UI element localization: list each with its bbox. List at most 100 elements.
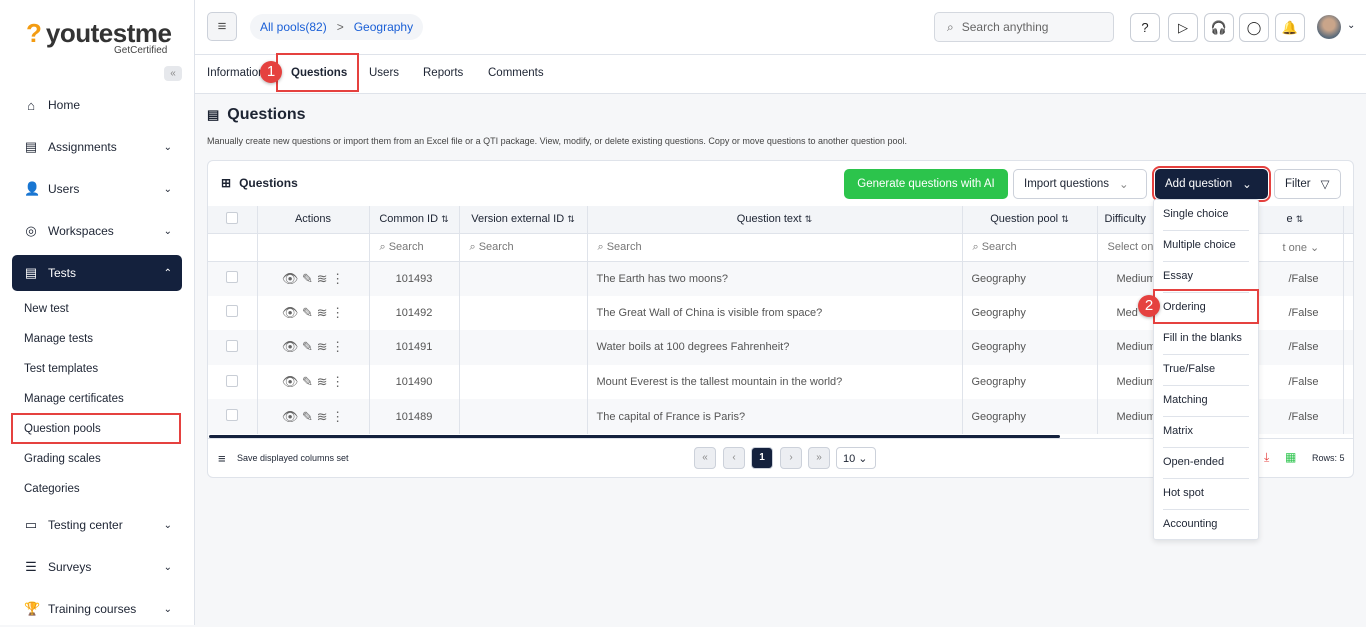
help-icon[interactable]: ? bbox=[1130, 13, 1160, 42]
col-version-external-id[interactable]: Version external ID ⇅ bbox=[459, 206, 588, 234]
generate-ai-button[interactable]: Generate questions with AI bbox=[844, 169, 1008, 199]
layers-icon[interactable]: ≋ bbox=[316, 339, 328, 355]
prev-page-button[interactable]: ‹ bbox=[723, 447, 745, 469]
row-checkbox[interactable] bbox=[208, 295, 258, 331]
layers-icon[interactable]: ≋ bbox=[316, 374, 328, 390]
sidebar-item-users[interactable]: 👤 Users ⌄ bbox=[24, 181, 172, 196]
bell-icon[interactable]: 🔔 bbox=[1275, 13, 1305, 42]
more-icon[interactable]: ⋮ bbox=[331, 270, 345, 286]
chevron-down-icon[interactable]: ⌄ bbox=[1347, 20, 1356, 31]
filter-button[interactable]: Filter ▽ bbox=[1274, 169, 1341, 199]
save-columns-button[interactable]: Save displayed columns set bbox=[237, 453, 349, 463]
chat-icon[interactable]: ◯ bbox=[1239, 13, 1269, 42]
breadcrumb-geography[interactable]: Geography bbox=[353, 20, 414, 34]
view-icon[interactable]: 👁 bbox=[281, 304, 299, 320]
sidebar-item-workspaces[interactable]: ◎ Workspaces ⌄ bbox=[25, 223, 172, 238]
sidebar-sub-new-test[interactable]: New test bbox=[24, 303, 69, 315]
add-menu-item-fill-in-the-blanks[interactable]: Fill in the blanks bbox=[1163, 324, 1249, 355]
next-page-button[interactable]: › bbox=[780, 447, 802, 469]
sidebar-item-training-courses[interactable]: 🏆 Training courses ⌄ bbox=[24, 601, 172, 616]
edit-icon[interactable]: ✎ bbox=[302, 270, 313, 286]
more-icon[interactable]: ⋮ bbox=[331, 374, 345, 390]
tab-comments[interactable]: Comments bbox=[488, 67, 544, 79]
view-icon[interactable]: 👁 bbox=[281, 339, 299, 355]
add-menu-item-matching[interactable]: Matching bbox=[1163, 386, 1249, 417]
col-question-pool[interactable]: Question pool ⇅ bbox=[962, 206, 1098, 234]
layers-icon[interactable]: ≋ bbox=[316, 408, 328, 424]
step-badge-1: 1 bbox=[260, 61, 282, 83]
add-menu-item-multiple-choice[interactable]: Multiple choice bbox=[1163, 231, 1249, 262]
last-page-button[interactable]: » bbox=[808, 447, 830, 469]
add-menu-item-single-choice[interactable]: Single choice bbox=[1163, 200, 1249, 231]
menu-toggle-button[interactable]: ≡ bbox=[207, 12, 237, 41]
layers-icon[interactable]: ≋ bbox=[316, 304, 328, 320]
sidebar-sub-manage-tests[interactable]: Manage tests bbox=[24, 333, 94, 345]
global-search-input[interactable]: ⌕ Search anything bbox=[934, 12, 1114, 42]
col-actions: Actions bbox=[257, 206, 370, 234]
version-id-search[interactable]: ⌕ Search bbox=[459, 233, 588, 262]
col-question-text[interactable]: Question text ⇅ bbox=[587, 206, 963, 234]
add-menu-item-open-ended[interactable]: Open-ended bbox=[1163, 448, 1249, 479]
sort-icon: ⇅ bbox=[804, 214, 813, 225]
page-size-select[interactable]: 10 ⌄ bbox=[836, 447, 876, 469]
tab-users[interactable]: Users bbox=[369, 67, 400, 79]
play-icon[interactable]: ▷ bbox=[1168, 13, 1198, 42]
sidebar-item-assignments[interactable]: ▤ Assignments ⌄ bbox=[24, 139, 172, 154]
edit-icon[interactable]: ✎ bbox=[302, 339, 313, 355]
tab-reports[interactable]: Reports bbox=[423, 67, 464, 79]
sidebar-sub-grading-scales[interactable]: Grading scales bbox=[24, 453, 101, 465]
sidebar-item-surveys[interactable]: ☰ Surveys ⌄ bbox=[25, 559, 172, 574]
col-common-id[interactable]: Common ID ⇅ bbox=[369, 206, 460, 234]
common-id-search[interactable]: ⌕ Search bbox=[369, 233, 460, 262]
more-icon[interactable]: ⋮ bbox=[331, 408, 345, 424]
page-title: ▤ Questions bbox=[207, 106, 306, 123]
document-icon: ▤ bbox=[207, 107, 220, 122]
import-questions-button[interactable]: Import questions ⌄ bbox=[1013, 169, 1147, 199]
sidebar-sub-manage-certificates[interactable]: Manage certificates bbox=[24, 393, 124, 405]
add-menu-item-accounting[interactable]: Accounting bbox=[1163, 518, 1218, 530]
excel-export-icon[interactable]: ▦ bbox=[1285, 450, 1297, 464]
headset-icon[interactable]: 🎧 bbox=[1204, 13, 1234, 42]
edit-icon[interactable]: ✎ bbox=[302, 304, 313, 320]
view-icon[interactable]: 👁 bbox=[281, 374, 299, 390]
sidebar-sub-test-templates[interactable]: Test templates bbox=[24, 363, 99, 375]
pdf-export-icon[interactable]: ⤓ bbox=[1264, 450, 1270, 464]
collapse-sidebar-button[interactable]: « bbox=[164, 66, 182, 81]
table-footer: ≡ Save displayed columns set « ‹ 1 › » 1… bbox=[208, 438, 1353, 477]
layers-icon[interactable]: ≋ bbox=[316, 270, 328, 286]
row-actions: 👁 ✎ ≋ ⋮ bbox=[257, 261, 370, 296]
breadcrumb-all-pools[interactable]: All pools(82) bbox=[260, 20, 327, 34]
menu-icon[interactable]: ≡ bbox=[218, 451, 226, 466]
add-menu-item-true-false[interactable]: True/False bbox=[1163, 355, 1249, 386]
add-question-button[interactable]: Add question ⌄ bbox=[1152, 166, 1271, 202]
first-page-button[interactable]: « bbox=[694, 447, 716, 469]
select-all-checkbox[interactable] bbox=[208, 206, 258, 234]
view-icon[interactable]: 👁 bbox=[281, 408, 299, 424]
sidebar-item-home[interactable]: ⌂ Home bbox=[12, 87, 182, 123]
edit-icon[interactable]: ✎ bbox=[302, 374, 313, 390]
row-checkbox[interactable] bbox=[208, 330, 258, 365]
tab-information[interactable]: Information bbox=[207, 67, 265, 79]
tab-questions[interactable]: Questions bbox=[291, 67, 348, 79]
add-menu-item-essay[interactable]: Essay bbox=[1163, 262, 1249, 293]
question-pool-search[interactable]: ⌕ Search bbox=[962, 233, 1098, 262]
row-checkbox[interactable] bbox=[208, 261, 258, 296]
more-icon[interactable]: ⋮ bbox=[331, 304, 345, 320]
sidebar-sub-question-pools[interactable]: Question pools bbox=[24, 423, 101, 435]
row-checkbox[interactable] bbox=[208, 399, 258, 434]
add-menu-item-matrix[interactable]: Matrix bbox=[1163, 417, 1249, 448]
horizontal-scrollbar[interactable] bbox=[209, 435, 1060, 438]
chevron-down-icon: ⌄ bbox=[163, 183, 172, 195]
edit-icon[interactable]: ✎ bbox=[302, 408, 313, 424]
row-checkbox[interactable] bbox=[208, 364, 258, 400]
sidebar-sub-categories[interactable]: Categories bbox=[24, 483, 80, 495]
avatar[interactable] bbox=[1317, 15, 1341, 39]
question-text-search[interactable]: ⌕ Search bbox=[587, 233, 963, 262]
sort-icon: ⇅ bbox=[567, 214, 575, 225]
sidebar-item-testing-center[interactable]: ▭ Testing center ⌄ bbox=[24, 517, 172, 532]
page-1-button[interactable]: 1 bbox=[751, 447, 773, 469]
sidebar-item-tests[interactable]: ▤ Tests ⌃ bbox=[12, 255, 182, 291]
view-icon[interactable]: 👁 bbox=[281, 270, 299, 286]
add-menu-item-hot-spot[interactable]: Hot spot bbox=[1163, 479, 1249, 510]
more-icon[interactable]: ⋮ bbox=[331, 339, 345, 355]
